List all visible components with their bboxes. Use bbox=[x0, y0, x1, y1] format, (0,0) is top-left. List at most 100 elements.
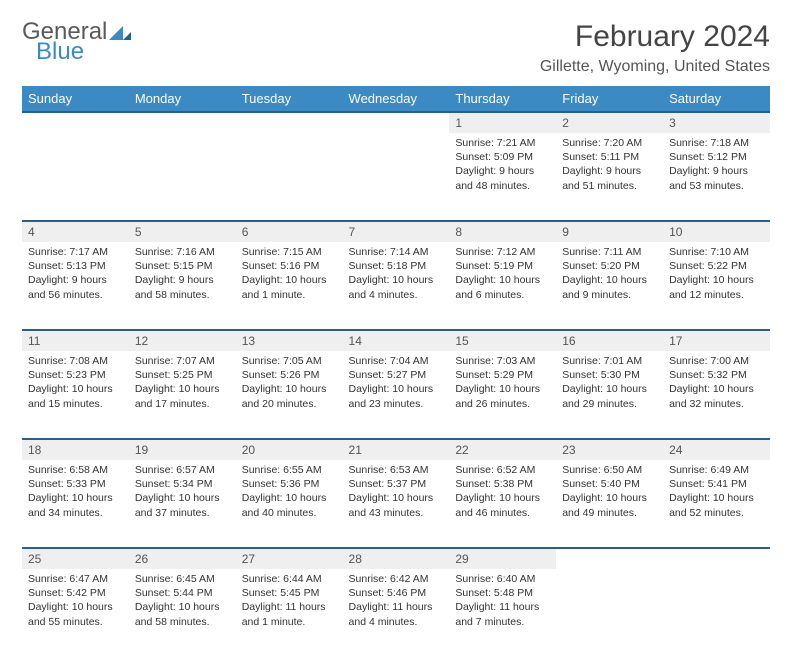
sunset-line: Sunset: 5:36 PM bbox=[242, 477, 337, 491]
day-header: Monday bbox=[129, 86, 236, 112]
sunrise-line: Sunrise: 6:47 AM bbox=[28, 572, 123, 586]
sunset-line: Sunset: 5:19 PM bbox=[455, 259, 550, 273]
sunset-line: Sunset: 5:26 PM bbox=[242, 368, 337, 382]
sunset-line: Sunset: 5:42 PM bbox=[28, 586, 123, 600]
calendar-table: SundayMondayTuesdayWednesdayThursdayFrid… bbox=[22, 86, 770, 657]
daylight-line: Daylight: 10 hours and 49 minutes. bbox=[562, 491, 657, 519]
day-content-row: Sunrise: 6:58 AMSunset: 5:33 PMDaylight:… bbox=[22, 460, 770, 548]
day-content-cell: Sunrise: 6:55 AMSunset: 5:36 PMDaylight:… bbox=[236, 460, 343, 548]
day-content-cell: Sunrise: 7:00 AMSunset: 5:32 PMDaylight:… bbox=[663, 351, 770, 439]
day-content-cell: Sunrise: 7:05 AMSunset: 5:26 PMDaylight:… bbox=[236, 351, 343, 439]
day-number-cell: 7 bbox=[343, 221, 450, 242]
sunrise-line: Sunrise: 7:05 AM bbox=[242, 354, 337, 368]
day-content-cell bbox=[22, 133, 129, 221]
day-number-row: 123 bbox=[22, 112, 770, 133]
sunrise-line: Sunrise: 6:55 AM bbox=[242, 463, 337, 477]
day-content-cell: Sunrise: 7:14 AMSunset: 5:18 PMDaylight:… bbox=[343, 242, 450, 330]
day-header: Wednesday bbox=[343, 86, 450, 112]
sunrise-line: Sunrise: 7:07 AM bbox=[135, 354, 230, 368]
sunrise-line: Sunrise: 7:17 AM bbox=[28, 245, 123, 259]
sunrise-line: Sunrise: 6:53 AM bbox=[349, 463, 444, 477]
day-content-cell: Sunrise: 7:17 AMSunset: 5:13 PMDaylight:… bbox=[22, 242, 129, 330]
day-number-cell: 19 bbox=[129, 439, 236, 460]
day-number-row: 11121314151617 bbox=[22, 330, 770, 351]
daylight-line: Daylight: 10 hours and 12 minutes. bbox=[669, 273, 764, 301]
daylight-line: Daylight: 10 hours and 52 minutes. bbox=[669, 491, 764, 519]
day-number-cell: 5 bbox=[129, 221, 236, 242]
day-content-row: Sunrise: 6:47 AMSunset: 5:42 PMDaylight:… bbox=[22, 569, 770, 657]
day-content-cell: Sunrise: 7:11 AMSunset: 5:20 PMDaylight:… bbox=[556, 242, 663, 330]
daylight-line: Daylight: 10 hours and 58 minutes. bbox=[135, 600, 230, 628]
day-number-cell: 8 bbox=[449, 221, 556, 242]
day-content-cell: Sunrise: 7:20 AMSunset: 5:11 PMDaylight:… bbox=[556, 133, 663, 221]
sunrise-line: Sunrise: 7:21 AM bbox=[455, 136, 550, 150]
sunrise-line: Sunrise: 6:45 AM bbox=[135, 572, 230, 586]
daylight-line: Daylight: 10 hours and 6 minutes. bbox=[455, 273, 550, 301]
daylight-line: Daylight: 10 hours and 20 minutes. bbox=[242, 382, 337, 410]
daylight-line: Daylight: 10 hours and 29 minutes. bbox=[562, 382, 657, 410]
day-number-cell: 29 bbox=[449, 548, 556, 569]
daylight-line: Daylight: 11 hours and 4 minutes. bbox=[349, 600, 444, 628]
sunrise-line: Sunrise: 6:57 AM bbox=[135, 463, 230, 477]
sunset-line: Sunset: 5:33 PM bbox=[28, 477, 123, 491]
day-header: Sunday bbox=[22, 86, 129, 112]
day-number-cell: 9 bbox=[556, 221, 663, 242]
daylight-line: Daylight: 9 hours and 48 minutes. bbox=[455, 164, 550, 192]
sunrise-line: Sunrise: 7:11 AM bbox=[562, 245, 657, 259]
sunset-line: Sunset: 5:41 PM bbox=[669, 477, 764, 491]
day-content-cell: Sunrise: 6:57 AMSunset: 5:34 PMDaylight:… bbox=[129, 460, 236, 548]
sunrise-line: Sunrise: 7:01 AM bbox=[562, 354, 657, 368]
day-number-cell: 26 bbox=[129, 548, 236, 569]
daylight-line: Daylight: 9 hours and 51 minutes. bbox=[562, 164, 657, 192]
sunset-line: Sunset: 5:38 PM bbox=[455, 477, 550, 491]
sunset-line: Sunset: 5:45 PM bbox=[242, 586, 337, 600]
sunset-line: Sunset: 5:18 PM bbox=[349, 259, 444, 273]
day-number-cell bbox=[236, 112, 343, 133]
day-content-cell: Sunrise: 6:53 AMSunset: 5:37 PMDaylight:… bbox=[343, 460, 450, 548]
sunset-line: Sunset: 5:11 PM bbox=[562, 150, 657, 164]
day-number-cell bbox=[129, 112, 236, 133]
sunset-line: Sunset: 5:48 PM bbox=[455, 586, 550, 600]
daylight-line: Daylight: 10 hours and 9 minutes. bbox=[562, 273, 657, 301]
day-content-cell bbox=[236, 133, 343, 221]
day-content-cell: Sunrise: 7:18 AMSunset: 5:12 PMDaylight:… bbox=[663, 133, 770, 221]
sunrise-line: Sunrise: 7:18 AM bbox=[669, 136, 764, 150]
daylight-line: Daylight: 10 hours and 55 minutes. bbox=[28, 600, 123, 628]
day-number-cell: 23 bbox=[556, 439, 663, 460]
logo-text-blue: Blue bbox=[36, 40, 131, 64]
day-content-cell: Sunrise: 6:42 AMSunset: 5:46 PMDaylight:… bbox=[343, 569, 450, 657]
day-content-cell bbox=[663, 569, 770, 657]
day-number-cell: 2 bbox=[556, 112, 663, 133]
sunset-line: Sunset: 5:15 PM bbox=[135, 259, 230, 273]
sunset-line: Sunset: 5:34 PM bbox=[135, 477, 230, 491]
sunrise-line: Sunrise: 6:42 AM bbox=[349, 572, 444, 586]
daylight-line: Daylight: 10 hours and 26 minutes. bbox=[455, 382, 550, 410]
day-content-row: Sunrise: 7:17 AMSunset: 5:13 PMDaylight:… bbox=[22, 242, 770, 330]
daylight-line: Daylight: 10 hours and 15 minutes. bbox=[28, 382, 123, 410]
sunset-line: Sunset: 5:29 PM bbox=[455, 368, 550, 382]
day-number-cell: 20 bbox=[236, 439, 343, 460]
day-number-cell bbox=[22, 112, 129, 133]
sunset-line: Sunset: 5:25 PM bbox=[135, 368, 230, 382]
day-content-cell: Sunrise: 7:15 AMSunset: 5:16 PMDaylight:… bbox=[236, 242, 343, 330]
header: General Blue February 2024 Gillette, Wyo… bbox=[22, 20, 770, 76]
page-title: February 2024 bbox=[540, 20, 770, 54]
day-number-cell: 6 bbox=[236, 221, 343, 242]
day-header-row: SundayMondayTuesdayWednesdayThursdayFrid… bbox=[22, 86, 770, 112]
day-content-cell: Sunrise: 6:45 AMSunset: 5:44 PMDaylight:… bbox=[129, 569, 236, 657]
sunrise-line: Sunrise: 7:16 AM bbox=[135, 245, 230, 259]
day-number-cell: 4 bbox=[22, 221, 129, 242]
day-number-cell: 10 bbox=[663, 221, 770, 242]
day-header: Tuesday bbox=[236, 86, 343, 112]
day-content-cell: Sunrise: 7:04 AMSunset: 5:27 PMDaylight:… bbox=[343, 351, 450, 439]
daylight-line: Daylight: 9 hours and 58 minutes. bbox=[135, 273, 230, 301]
sunset-line: Sunset: 5:20 PM bbox=[562, 259, 657, 273]
day-number-cell: 21 bbox=[343, 439, 450, 460]
day-number-row: 45678910 bbox=[22, 221, 770, 242]
sunrise-line: Sunrise: 6:52 AM bbox=[455, 463, 550, 477]
sunrise-line: Sunrise: 7:12 AM bbox=[455, 245, 550, 259]
day-number-row: 2526272829 bbox=[22, 548, 770, 569]
day-number-cell bbox=[343, 112, 450, 133]
sunset-line: Sunset: 5:23 PM bbox=[28, 368, 123, 382]
day-content-cell: Sunrise: 6:44 AMSunset: 5:45 PMDaylight:… bbox=[236, 569, 343, 657]
